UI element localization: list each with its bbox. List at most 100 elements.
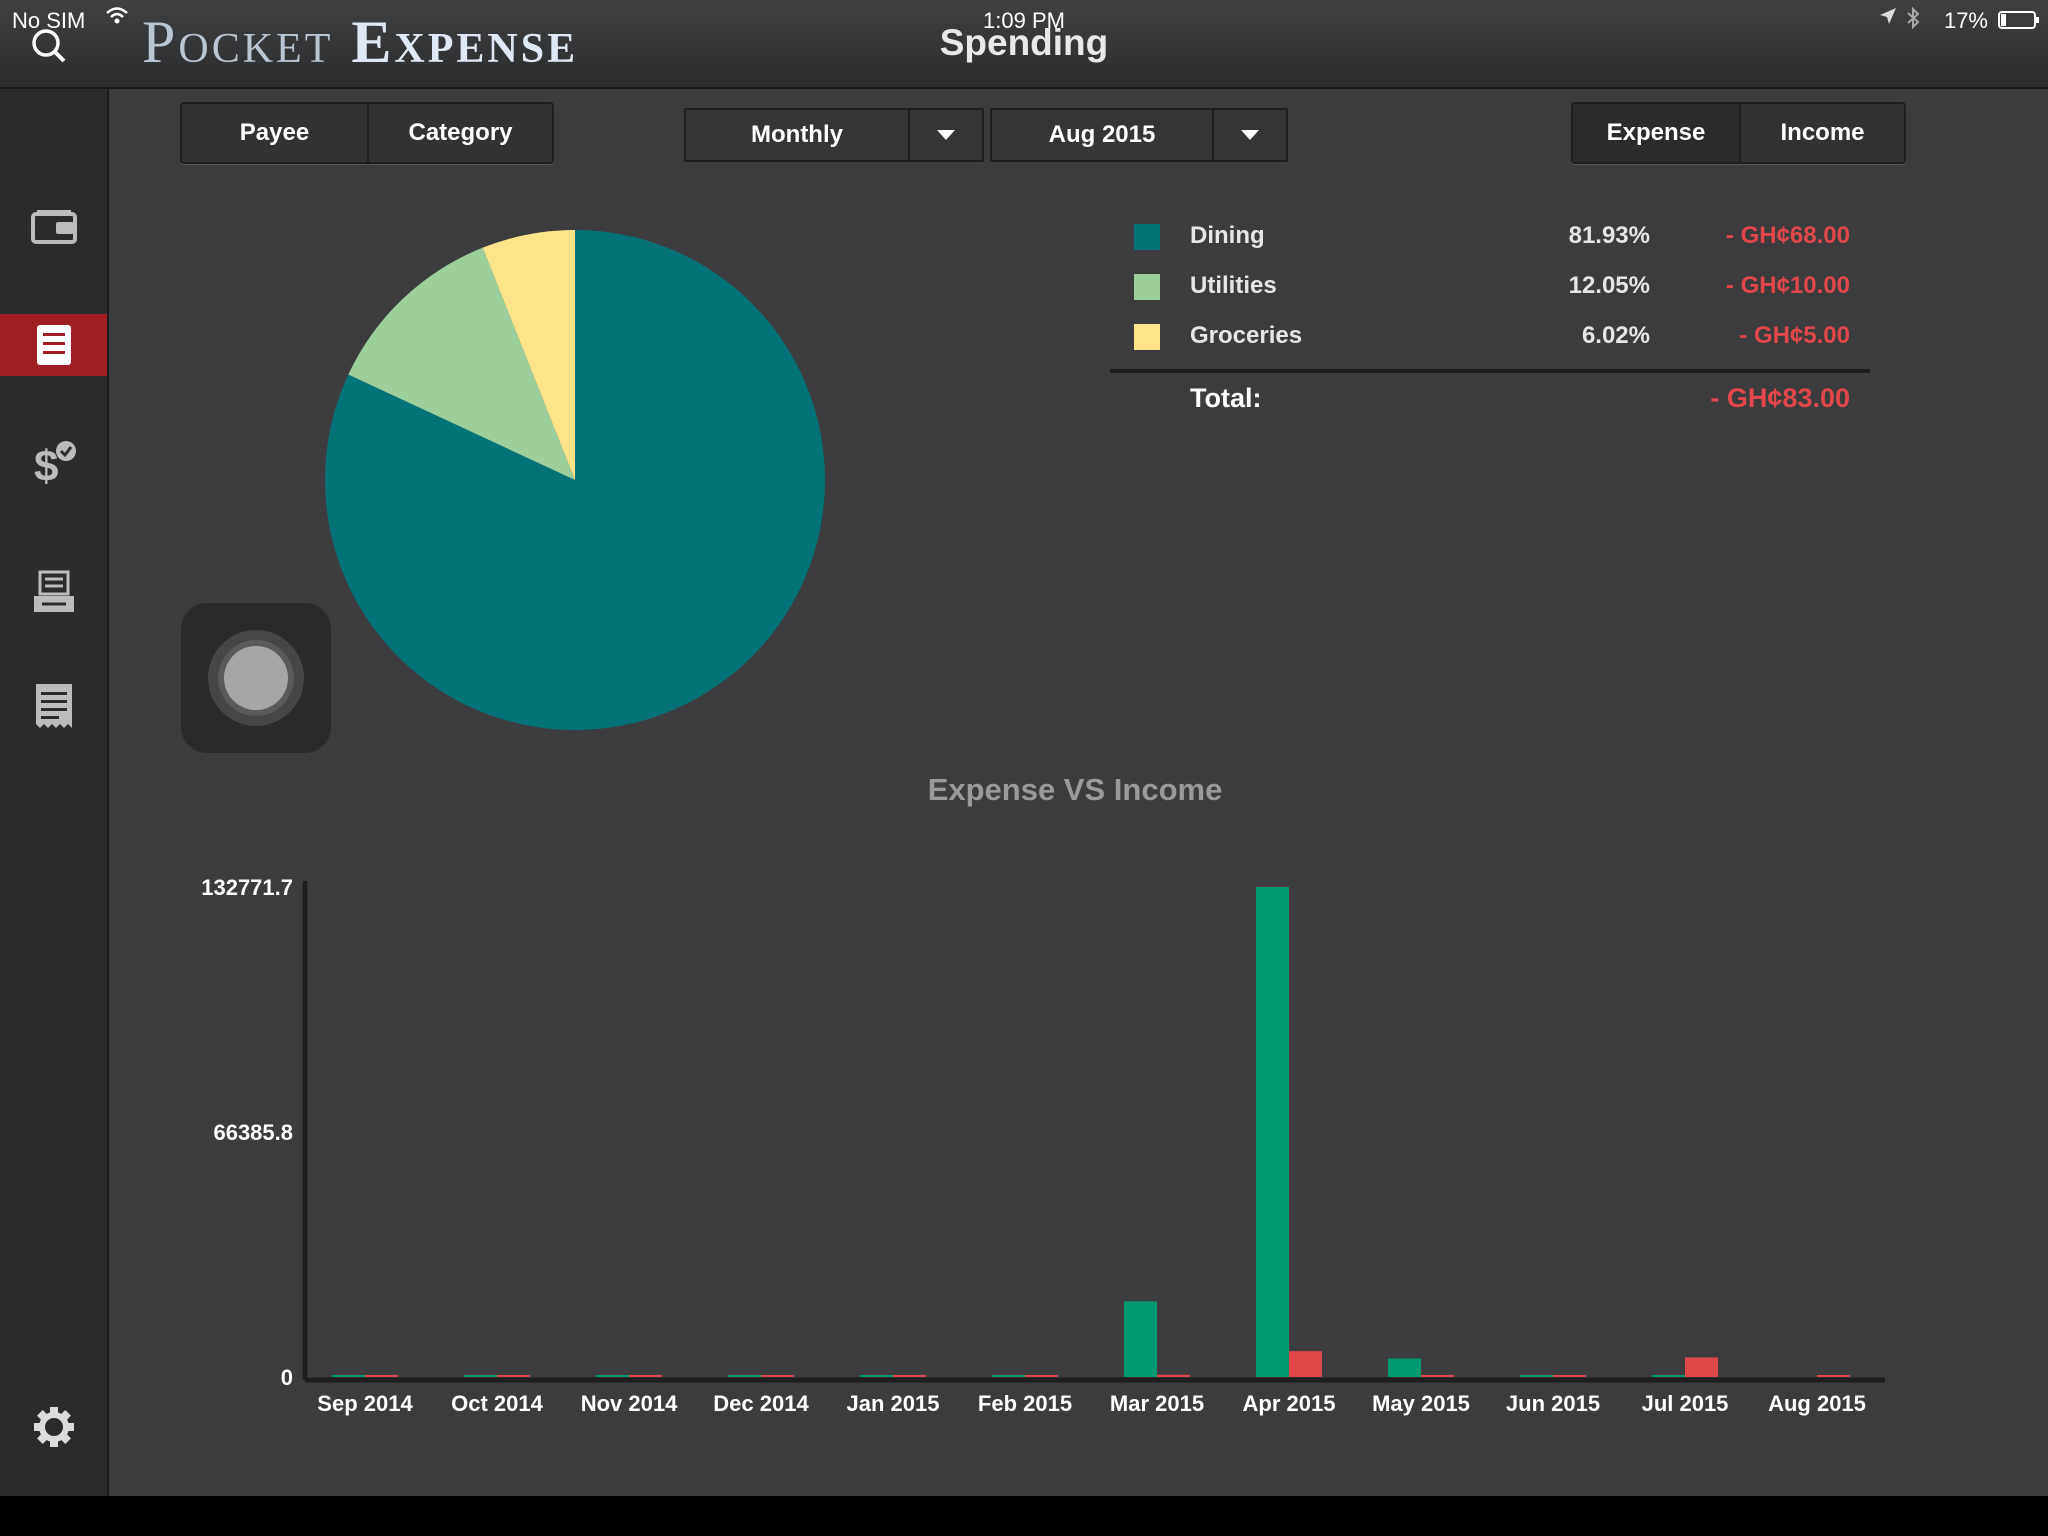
- sidebar-item-reports[interactable]: [0, 314, 107, 376]
- sidebar: $: [0, 89, 109, 1496]
- x-tick-label: Nov 2014: [581, 1391, 678, 1416]
- receipt-icon: [35, 684, 72, 728]
- x-tick-label: Jul 2015: [1642, 1391, 1729, 1416]
- app-logo: Pocket Expense: [142, 8, 578, 77]
- bar-chart-content: 132771.7 66385.8 0 Sep 2014 Oct 2014 Nov 2014…: [201, 875, 1885, 1416]
- month-dropdown[interactable]: Aug 2015: [990, 108, 1288, 162]
- bar-green[interactable]: [332, 1375, 365, 1377]
- legend-swatch: [1134, 224, 1160, 250]
- assistive-touch-button[interactable]: [181, 603, 331, 753]
- dollar-check-icon: $: [34, 441, 76, 489]
- type-segmented-control: Expense Income: [1571, 102, 1906, 164]
- sidebar-item-bills[interactable]: [0, 561, 107, 623]
- status-time: 1:09 PM: [983, 8, 1065, 33]
- wallet-icon: [30, 210, 77, 244]
- pie-slices: [325, 230, 825, 730]
- y-tick-label: 66385.8: [213, 1120, 293, 1145]
- bar-red[interactable]: [1553, 1375, 1586, 1377]
- report-icon: [36, 325, 71, 365]
- bar-red[interactable]: [761, 1375, 794, 1377]
- period-dropdown-value: Monthly: [751, 121, 843, 148]
- legend-name: Utilities: [1190, 272, 1277, 299]
- bar-red[interactable]: [1157, 1374, 1190, 1377]
- battery-icon: [1998, 11, 2039, 29]
- bills-icon: [33, 570, 74, 612]
- x-tick-label: Feb 2015: [978, 1391, 1072, 1416]
- x-tick-label: Jan 2015: [847, 1391, 940, 1416]
- wifi-icon: [105, 6, 129, 32]
- chevron-down-icon: [908, 110, 982, 160]
- y-tick-label: 132771.7: [201, 875, 293, 900]
- bar-green[interactable]: [596, 1375, 629, 1377]
- period-dropdown[interactable]: Monthly: [684, 108, 984, 162]
- bluetooth-icon: [1905, 6, 1921, 36]
- bar-green[interactable]: [1256, 887, 1289, 1377]
- bar-green[interactable]: [728, 1375, 761, 1377]
- sidebar-item-budget[interactable]: $: [0, 432, 107, 494]
- segment-expense[interactable]: Expense: [1573, 104, 1739, 162]
- legend-swatch: [1134, 274, 1160, 300]
- legend-amount: - GH¢5.00: [1739, 322, 1850, 349]
- bar-red[interactable]: [629, 1375, 662, 1377]
- group-by-segmented-control: Payee Category: [180, 102, 554, 164]
- legend-amount: - GH¢10.00: [1725, 272, 1850, 299]
- expense-income-bar-chart: 132771.7 66385.8 0 Sep 2014 Oct 2014 Nov 2014…: [201, 875, 1885, 1416]
- bottom-black-bar: [0, 1496, 2048, 1536]
- bar-red[interactable]: [1289, 1351, 1322, 1377]
- legend-swatch: [1134, 324, 1160, 350]
- settings-button[interactable]: [0, 1396, 107, 1458]
- pie-slice-groceries[interactable]: [482, 230, 575, 480]
- x-tick-label: Sep 2014: [317, 1391, 413, 1416]
- legend-percent: 12.05%: [1568, 272, 1650, 299]
- legend-divider: [1110, 369, 1870, 373]
- legend-row-dining[interactable]: Dining 81.93% - GH¢68.00: [1130, 216, 1870, 256]
- y-tick-label: 0: [281, 1365, 293, 1390]
- total-amount: - GH¢83.00: [1710, 383, 1850, 413]
- segment-category[interactable]: Category: [367, 104, 552, 162]
- bar-chart-title: Expense VS Income: [927, 772, 1223, 807]
- segment-payee[interactable]: Payee: [182, 104, 367, 162]
- segment-income[interactable]: Income: [1739, 104, 1904, 162]
- bar-green[interactable]: [464, 1375, 497, 1377]
- bar-green[interactable]: [1652, 1375, 1685, 1377]
- month-dropdown-value: Aug 2015: [1048, 121, 1156, 148]
- search-icon[interactable]: [30, 28, 66, 63]
- svg-text:$: $: [34, 442, 58, 489]
- page-title: Spending: [939, 22, 1109, 63]
- gear-icon: [33, 1407, 74, 1447]
- chevron-down-icon: [1212, 110, 1286, 160]
- sidebar-item-accounts[interactable]: [0, 195, 107, 257]
- category-pie-chart: [325, 230, 825, 730]
- x-tick-label: Aug 2015: [1768, 1391, 1866, 1416]
- logo-word-expense: Expense: [351, 9, 579, 75]
- bar-red[interactable]: [1817, 1375, 1850, 1377]
- status-battery-percent: 17%: [1943, 8, 1988, 33]
- bar-green[interactable]: [1124, 1301, 1157, 1377]
- sidebar-item-transactions[interactable]: [0, 675, 107, 737]
- legend-row-utilities[interactable]: Utilities 12.05% - GH¢10.00: [1130, 266, 1870, 306]
- x-tick-label: Mar 2015: [1110, 1391, 1204, 1416]
- pie-slice-utilities[interactable]: [348, 247, 575, 480]
- bar-green[interactable]: [1388, 1358, 1421, 1377]
- location-arrow-icon: [1878, 6, 1898, 32]
- bar-red[interactable]: [1421, 1375, 1454, 1377]
- x-tick-label: Oct 2014: [451, 1391, 543, 1416]
- bar-green[interactable]: [1520, 1375, 1553, 1377]
- bar-red[interactable]: [893, 1375, 926, 1377]
- bar-red[interactable]: [365, 1375, 398, 1377]
- legend-amount: - GH¢68.00: [1725, 222, 1850, 249]
- top-bar: No SIM 1:09 PM 17% Pocket Expense Spendi…: [0, 0, 2048, 89]
- bar-green[interactable]: [860, 1375, 893, 1377]
- x-tick-label: Apr 2015: [1243, 1391, 1336, 1416]
- bar-red[interactable]: [1025, 1375, 1058, 1377]
- legend-name: Groceries: [1190, 322, 1303, 349]
- bar-red[interactable]: [497, 1375, 530, 1377]
- bar-red[interactable]: [1685, 1357, 1718, 1377]
- x-tick-label: Dec 2014: [713, 1391, 809, 1416]
- bar-green[interactable]: [992, 1375, 1025, 1377]
- legend-name: Dining: [1190, 222, 1265, 249]
- x-tick-label: Jun 2015: [1506, 1391, 1600, 1416]
- x-tick-label: May 2015: [1372, 1391, 1470, 1416]
- legend-row-groceries[interactable]: Groceries 6.02% - GH¢5.00: [1130, 316, 1870, 356]
